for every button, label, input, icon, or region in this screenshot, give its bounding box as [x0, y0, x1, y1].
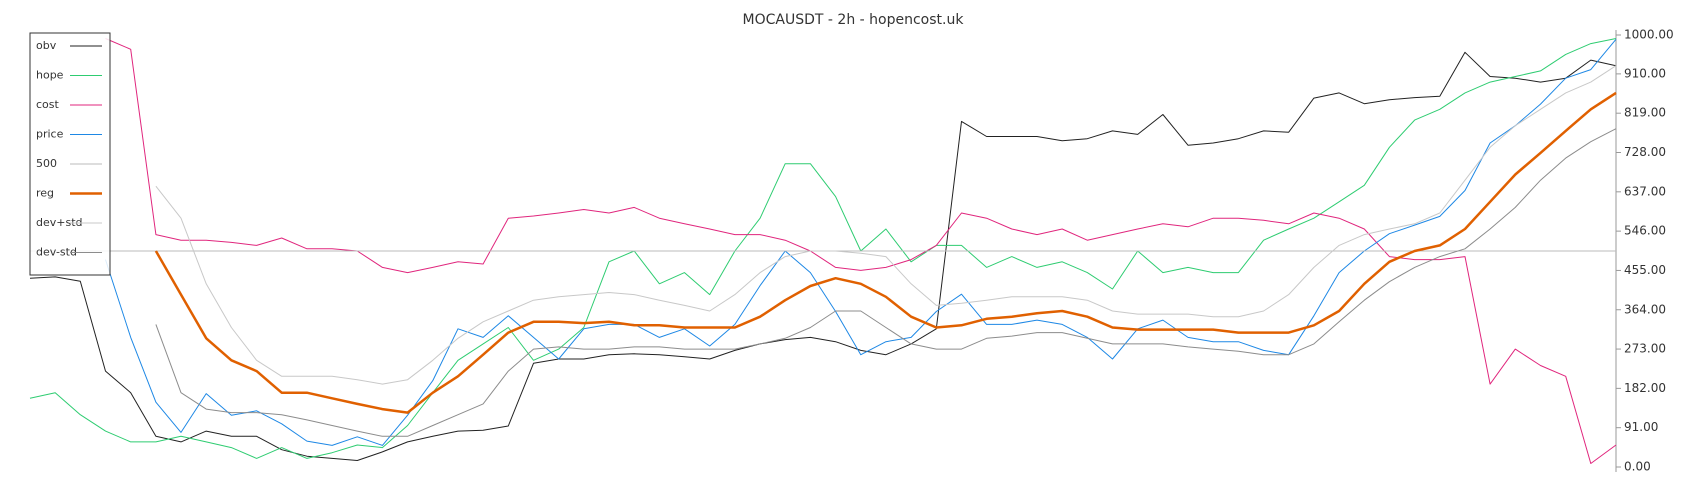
legend-label: cost	[36, 98, 60, 111]
legend-label: dev-std	[36, 246, 77, 259]
y-tick-label: 910.00	[1624, 66, 1666, 80]
y-tick-label: 728.00	[1624, 145, 1666, 159]
series-line	[29, 38, 1617, 459]
chart-title: MOCAUSDT - 2h - hopencost.uk	[743, 12, 965, 28]
y-tick-label: 546.00	[1624, 224, 1666, 238]
legend-label: reg	[36, 187, 54, 200]
y-tick-label: 182.00	[1624, 381, 1666, 395]
y-tick-label: 91.00	[1624, 420, 1658, 434]
legend-label: 500	[36, 157, 57, 170]
series-line	[154, 91, 1617, 414]
series-line	[155, 128, 1617, 437]
y-tick-label: 1000.00	[1624, 28, 1674, 42]
y-tick-label: 364.00	[1624, 302, 1666, 316]
legend-label: obv	[36, 39, 57, 52]
y-tick-label: 0.00	[1624, 460, 1651, 474]
legend-box	[29, 32, 111, 276]
y-tick-label: 273.00	[1624, 342, 1666, 356]
y-tick-label: 455.00	[1624, 263, 1666, 277]
series-line	[155, 65, 1617, 385]
legend-label: hope	[36, 69, 64, 82]
y-tick-label: 637.00	[1624, 184, 1666, 198]
y-tick-label: 819.00	[1624, 106, 1666, 120]
legend-label: dev+std	[36, 216, 83, 229]
legend-label: price	[36, 128, 64, 141]
